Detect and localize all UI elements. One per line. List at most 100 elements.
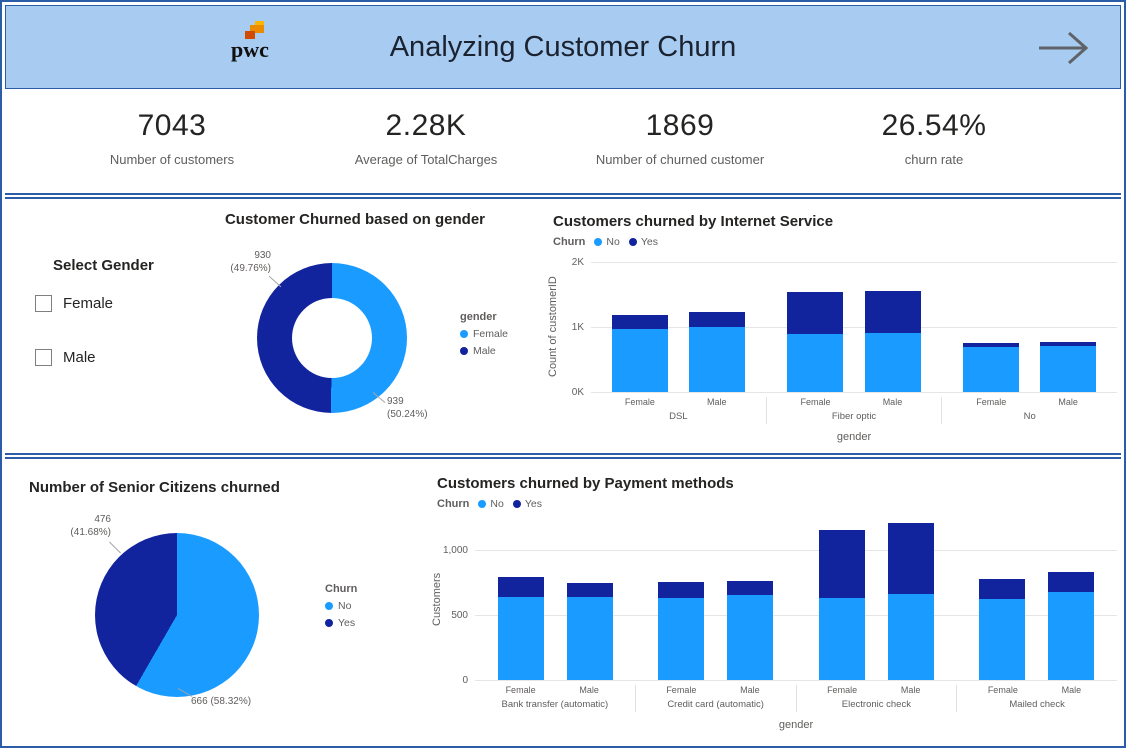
legend-dot-no <box>594 238 603 246</box>
senior-citizens-pie-chart[interactable] <box>95 533 259 697</box>
pwc-logo-text: pwc <box>231 37 269 62</box>
bar-segment-yes[interactable] <box>658 582 705 599</box>
bar-group <box>591 262 766 392</box>
bar-no-female[interactable] <box>962 343 1019 392</box>
gender-donut-legend: gender Female Male <box>460 311 508 357</box>
callout-line <box>108 541 122 554</box>
bar-segment-yes[interactable] <box>497 577 544 597</box>
legend-dot-male <box>460 347 468 355</box>
internet-service-chart: Customers churned by Internet Service Ch… <box>545 211 1117 443</box>
bar-dsl-female[interactable] <box>612 315 669 392</box>
bar-group <box>475 518 636 680</box>
legend-label: Yes <box>640 236 658 248</box>
bar-label: Male <box>707 397 727 407</box>
pwc-logo-mark-icon <box>244 21 264 39</box>
bar-segment-yes[interactable] <box>689 311 746 328</box>
legend-title: Churn <box>325 583 358 595</box>
bar-labels: Female Male <box>636 685 796 695</box>
donut-callout-female: 939 (50.24%) <box>387 396 428 420</box>
bar-segment-yes[interactable] <box>864 291 921 333</box>
legend-title: Churn <box>553 236 586 248</box>
bar-segment-no[interactable] <box>1048 592 1095 680</box>
bar-label: Female <box>976 397 1007 407</box>
legend-item-no[interactable]: No <box>325 600 357 612</box>
next-page-arrow-button[interactable] <box>1036 28 1094 71</box>
bar-bank-transfer-automatic-female[interactable] <box>497 577 544 680</box>
legend-item-male[interactable]: Male <box>460 345 508 357</box>
y-axis-tick-label: 0K <box>571 387 584 398</box>
legend-item-yes[interactable]: Yes <box>512 498 542 510</box>
plot-area <box>591 261 1117 393</box>
group-label: Bank transfer (automatic) <box>501 699 609 710</box>
legend-label: No <box>338 600 352 612</box>
bar-credit-card-automatic-female[interactable] <box>658 582 705 680</box>
legend-item-female[interactable]: Female <box>460 328 508 340</box>
legend-dot-yes <box>512 500 521 508</box>
group-label: Mailed check <box>1009 699 1065 710</box>
bar-segment-no[interactable] <box>979 598 1026 680</box>
bar-labels: Female Male <box>767 397 942 407</box>
kpi-label: Average of TotalCharges <box>354 152 498 167</box>
legend-label: No <box>490 498 504 510</box>
bar-segment-yes[interactable] <box>612 315 669 330</box>
bar-segment-no[interactable] <box>612 329 669 392</box>
bar-segment-yes[interactable] <box>727 580 774 595</box>
checkbox-female-box[interactable] <box>35 295 52 312</box>
bar-segment-yes[interactable] <box>1039 341 1096 346</box>
pie-callout-no: 666 (58.32%) <box>191 696 252 707</box>
bar-fiber-optic-female[interactable] <box>787 291 844 392</box>
bar-segment-no[interactable] <box>818 598 865 680</box>
bar-segment-no[interactable] <box>887 593 934 680</box>
bar-mailed-check-female[interactable] <box>979 578 1026 680</box>
bar-bank-transfer-automatic-male[interactable] <box>566 583 613 680</box>
bar-segment-yes[interactable] <box>962 343 1019 347</box>
checkbox-female[interactable]: Female <box>35 295 113 312</box>
y-axis-tick-label: 1,000 <box>442 545 468 557</box>
bar-segment-no[interactable] <box>727 594 774 680</box>
senior-pie-legend: Churn No Yes <box>325 583 357 629</box>
bar-segment-no[interactable] <box>962 346 1019 392</box>
payment-chart-title: Customers churned by Payment methods <box>437 475 734 492</box>
bar-labels: Female Male <box>797 685 957 695</box>
legend-item-yes[interactable]: Yes <box>628 236 658 248</box>
bar-fiber-optic-male[interactable] <box>864 291 921 392</box>
bar-segment-no[interactable] <box>1039 345 1096 392</box>
category-group: Female Male No <box>941 397 1117 424</box>
checkbox-male-box[interactable] <box>35 349 52 366</box>
bar-label: Male <box>579 685 599 695</box>
legend-item-no[interactable]: No <box>478 498 504 510</box>
legend-item-yes[interactable]: Yes <box>325 617 357 629</box>
bar-electronic-check-female[interactable] <box>818 530 865 680</box>
bar-electronic-check-male[interactable] <box>887 523 934 680</box>
category-group: Female Male Fiber optic <box>765 397 942 424</box>
category-group: Female Male Electronic check <box>795 685 957 712</box>
bar-segment-no[interactable] <box>658 598 705 680</box>
bar-segment-yes[interactable] <box>787 291 844 335</box>
bar-credit-card-automatic-male[interactable] <box>727 580 774 680</box>
bar-segment-no[interactable] <box>787 334 844 392</box>
bar-segment-no[interactable] <box>864 332 921 392</box>
bar-segment-yes[interactable] <box>818 530 865 599</box>
bar-segment-no[interactable] <box>566 596 613 680</box>
kpi-average-totalcharges: 2.28K Average of TotalCharges <box>299 109 553 167</box>
legend-title: Churn <box>437 498 470 510</box>
bar-segment-yes[interactable] <box>979 578 1026 599</box>
bar-segment-no[interactable] <box>689 327 746 392</box>
legend-item-no[interactable]: No <box>594 236 620 248</box>
bar-segment-no[interactable] <box>497 596 544 680</box>
category-group: Female Male DSL <box>591 397 766 424</box>
bar-segment-yes[interactable] <box>887 523 934 594</box>
y-axis-title: Count of customerID <box>547 276 559 378</box>
kpi-churned-customers: 1869 Number of churned customer <box>553 109 807 167</box>
checkbox-male[interactable]: Male <box>35 349 96 366</box>
bar-dsl-male[interactable] <box>689 311 746 392</box>
bar-segment-yes[interactable] <box>566 583 613 597</box>
bar-label: Female <box>827 685 858 695</box>
legend-label: Male <box>473 345 496 357</box>
gender-donut-chart[interactable] <box>257 263 407 413</box>
kpi-label: Number of customers <box>109 152 235 167</box>
kpi-row: 7043 Number of customers 2.28K Average o… <box>5 89 1121 195</box>
bar-mailed-check-male[interactable] <box>1048 572 1095 680</box>
bar-no-male[interactable] <box>1039 341 1096 392</box>
bar-segment-yes[interactable] <box>1048 572 1095 593</box>
